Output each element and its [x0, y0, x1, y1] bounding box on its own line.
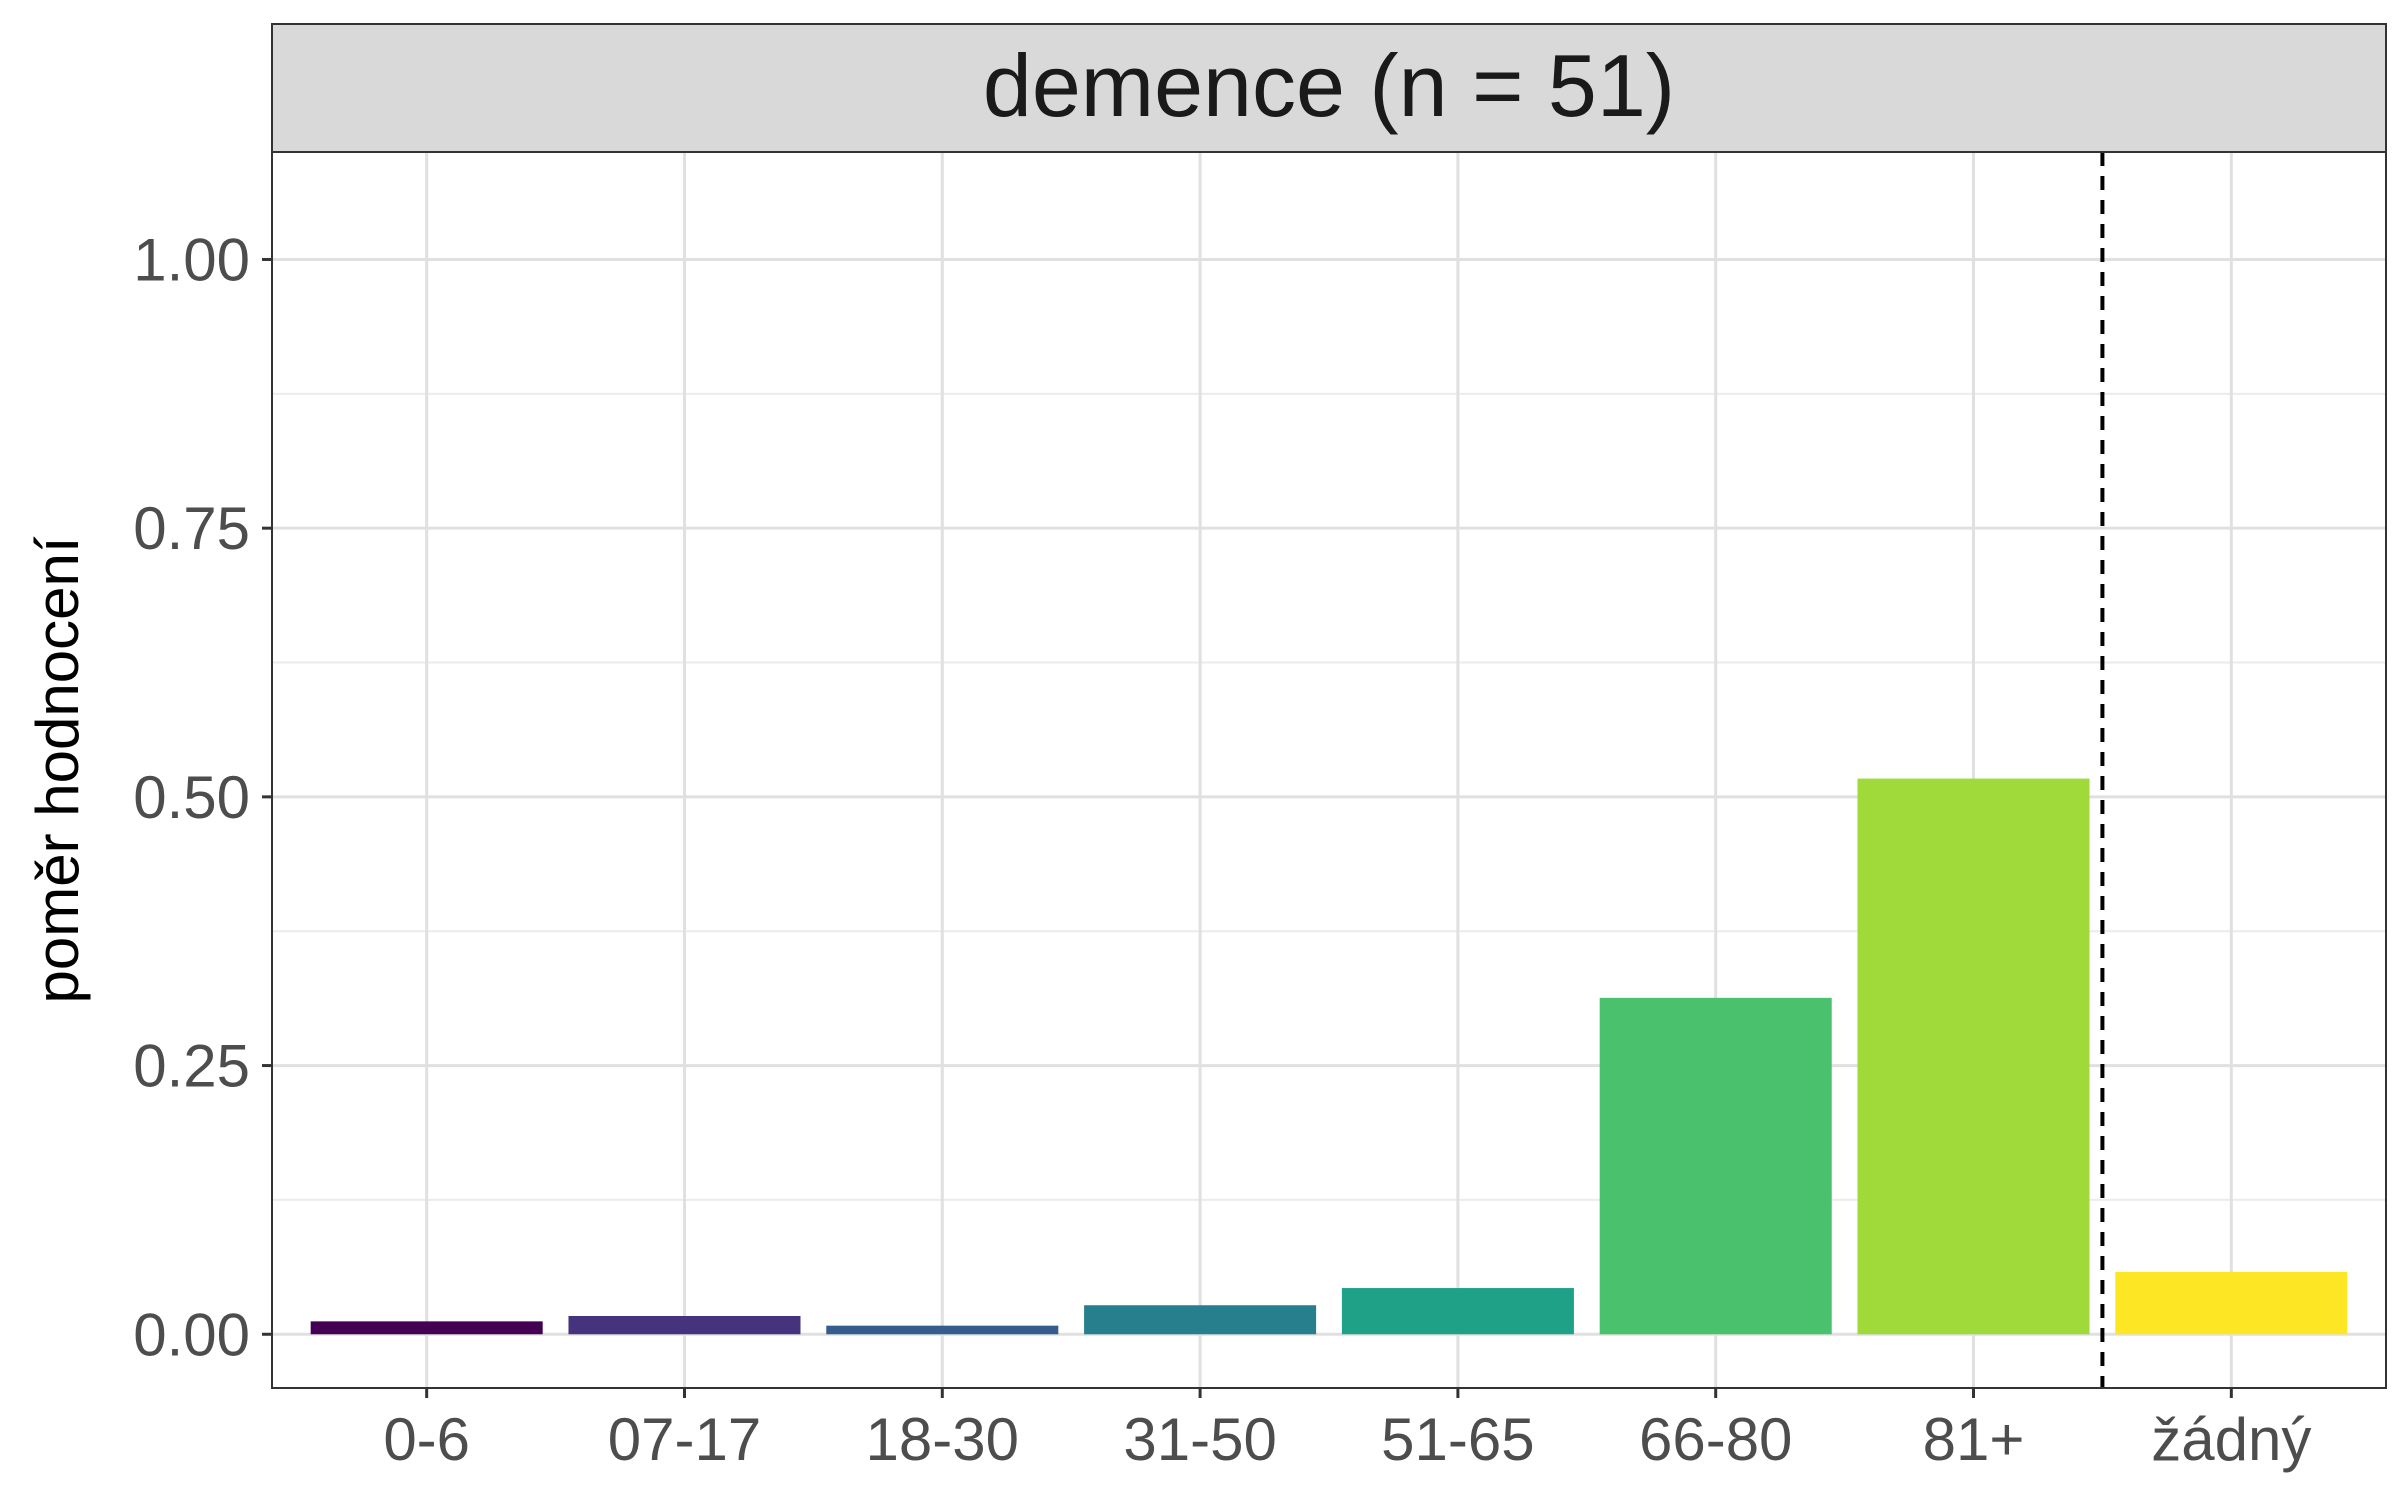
- bar-07-17: [568, 1315, 801, 1335]
- y-tick-label: 1.00: [133, 226, 250, 293]
- x-tick-label: 51-65: [1381, 1406, 1534, 1473]
- bar-81+: [1857, 778, 2090, 1335]
- bar-18-30: [826, 1325, 1059, 1335]
- x-tick-label: žádný: [2151, 1406, 2311, 1473]
- x-tick-label: 18-30: [866, 1406, 1019, 1473]
- y-tick-label: 0.50: [133, 764, 250, 831]
- bar-31-50: [1084, 1305, 1317, 1335]
- y-tick-label: 0.00: [133, 1301, 250, 1368]
- bars: [310, 778, 2348, 1335]
- bar-51-65: [1341, 1288, 1574, 1335]
- facet-strip: [271, 23, 2387, 153]
- x-tick-label: 31-50: [1123, 1406, 1276, 1473]
- bar-0-6: [310, 1321, 543, 1335]
- grid-lines: [272, 152, 2386, 1388]
- y-tick-label: 0.75: [133, 495, 250, 562]
- facet-title: demence (n = 51): [983, 36, 1675, 135]
- y-axis: 0.00 0.25 0.50 0.75 1.00: [133, 226, 272, 1368]
- x-tick-label: 0-6: [383, 1406, 470, 1473]
- y-axis-title: poměr hodnocení: [24, 536, 91, 1003]
- x-tick-label: 07-17: [608, 1406, 761, 1473]
- x-tick-label: 81+: [1923, 1406, 2025, 1473]
- x-axis: 0-6 07-17 18-30 31-50 51-65 66-80 81+ žádný: [383, 1388, 2311, 1473]
- bar-žádný: [2115, 1271, 2348, 1335]
- y-tick-label: 0.25: [133, 1033, 250, 1100]
- bar-66-80: [1599, 997, 1832, 1335]
- x-tick-label: 66-80: [1639, 1406, 1792, 1473]
